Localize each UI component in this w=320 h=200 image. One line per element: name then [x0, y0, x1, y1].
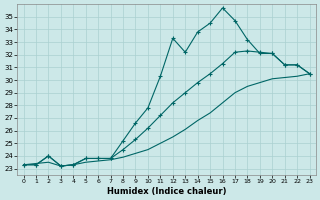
X-axis label: Humidex (Indice chaleur): Humidex (Indice chaleur) — [107, 187, 226, 196]
